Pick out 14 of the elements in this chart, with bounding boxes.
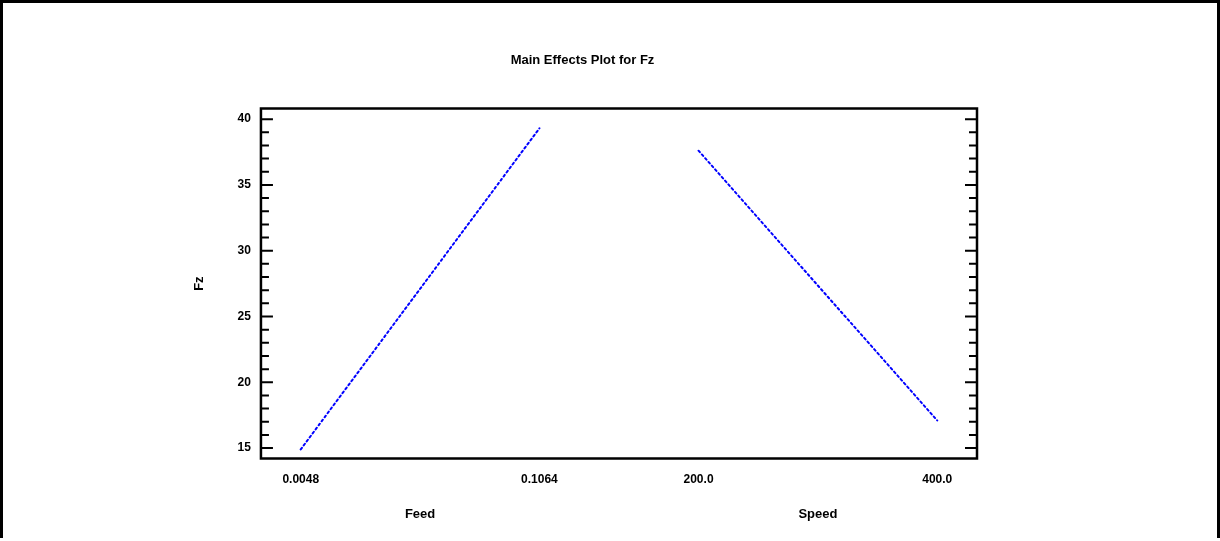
- x-tick-label: 0.0048: [282, 472, 320, 487]
- x-tick-label: 400.0: [922, 472, 953, 487]
- y-tick-label: 30: [237, 243, 252, 258]
- y-tick-label: 35: [237, 177, 252, 192]
- y-tick-label: 25: [237, 308, 252, 323]
- x-tick-label: 200.0: [683, 472, 714, 487]
- text: Feed: [404, 506, 436, 522]
- y-tick-label: 40: [237, 111, 252, 126]
- x-tick-label: 0.1064: [521, 472, 559, 487]
- y-tick-label: 15: [237, 440, 252, 455]
- chart-title: Main Effects Plot for Fz: [510, 52, 655, 68]
- text: Speed: [798, 506, 838, 522]
- y-axis-title: Fz: [191, 275, 207, 291]
- y-tick-label: 20: [237, 374, 252, 389]
